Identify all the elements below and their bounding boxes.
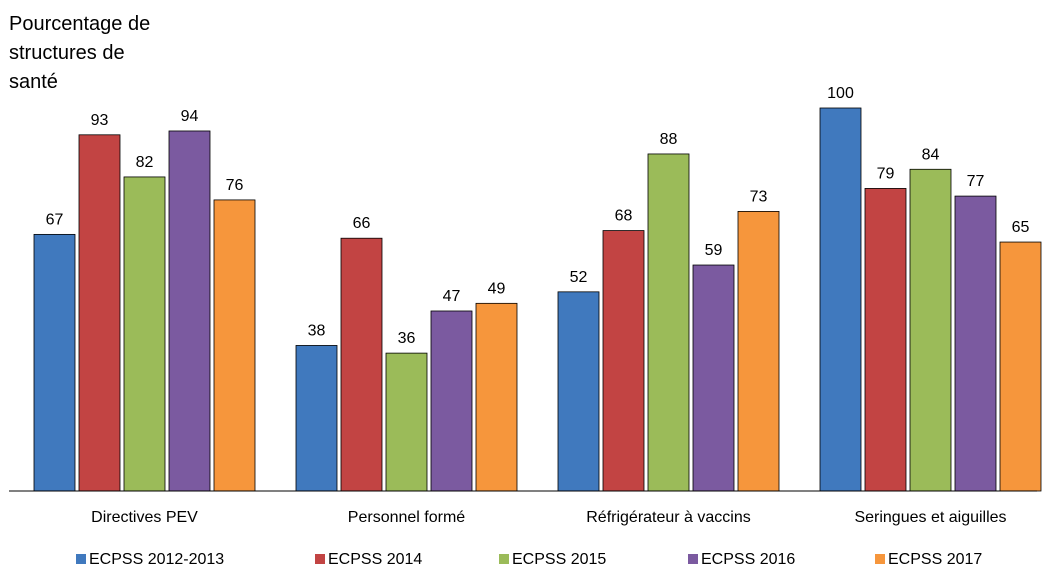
data-label: 66 xyxy=(353,215,371,232)
data-label: 84 xyxy=(922,146,940,163)
data-label: 82 xyxy=(136,154,154,171)
y-axis-label-line-3: santé xyxy=(9,71,58,93)
bar xyxy=(819,107,862,492)
data-label: 52 xyxy=(570,269,588,286)
bar xyxy=(123,176,166,492)
data-label: 67 xyxy=(46,211,64,228)
data-label: 88 xyxy=(660,131,678,148)
bar xyxy=(737,211,780,492)
category-label: Réfrigérateur à vaccins xyxy=(586,509,751,526)
data-label: 49 xyxy=(488,280,506,297)
data-label: 68 xyxy=(615,208,633,225)
y-axis-label-line-1: Pourcentage de xyxy=(9,13,151,35)
bar xyxy=(33,233,76,492)
legend-swatch xyxy=(315,554,325,564)
bar xyxy=(909,168,952,492)
category-label: Directives PEV xyxy=(91,509,198,526)
bar xyxy=(340,237,383,492)
bar xyxy=(475,302,518,492)
bar xyxy=(213,199,256,492)
data-label: 77 xyxy=(967,173,985,190)
category-label: Personnel formé xyxy=(348,509,465,526)
legend-label: ECPSS 2014 xyxy=(328,551,422,567)
bar xyxy=(954,195,997,492)
data-label: 100 xyxy=(827,85,854,102)
bar xyxy=(864,188,907,492)
bar xyxy=(385,352,428,492)
data-label: 79 xyxy=(877,165,895,182)
legend-swatch xyxy=(499,554,509,564)
bar xyxy=(295,345,338,492)
legend-swatch xyxy=(688,554,698,564)
legend-label: ECPSS 2015 xyxy=(512,551,606,567)
bar xyxy=(430,310,473,492)
legend-label: ECPSS 2012-2013 xyxy=(89,551,224,567)
bar xyxy=(557,291,600,492)
y-axis-label-line-2: structures de xyxy=(9,42,125,64)
data-label: 65 xyxy=(1012,219,1030,236)
bar xyxy=(692,264,735,492)
bar xyxy=(602,230,645,492)
legend-label: ECPSS 2017 xyxy=(888,551,982,567)
legend-swatch xyxy=(875,554,885,564)
data-label: 38 xyxy=(308,322,326,339)
data-label: 59 xyxy=(705,242,723,259)
bar xyxy=(168,130,211,492)
category-label: Seringues et aiguilles xyxy=(854,509,1006,526)
legend-swatch xyxy=(76,554,86,564)
y-axis-label: Pourcentage de structures de santé xyxy=(9,10,209,97)
data-label: 93 xyxy=(91,112,109,129)
data-label: 76 xyxy=(226,177,244,194)
data-label: 47 xyxy=(443,288,461,305)
data-label: 36 xyxy=(398,330,416,347)
data-label: 73 xyxy=(750,188,768,205)
bar xyxy=(999,241,1042,492)
data-label: 94 xyxy=(181,108,199,125)
bar xyxy=(647,153,690,492)
legend-label: ECPSS 2016 xyxy=(701,551,795,567)
bar xyxy=(78,134,121,492)
